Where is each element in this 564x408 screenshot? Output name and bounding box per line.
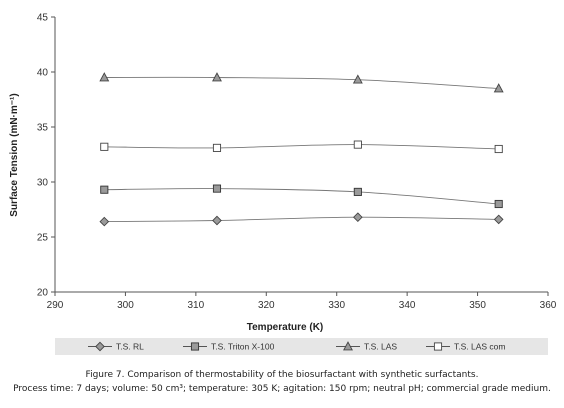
data-point-square-open bbox=[494, 144, 503, 154]
data-point-diamond bbox=[212, 215, 222, 226]
x-tick-label: 350 bbox=[469, 300, 486, 311]
legend-marker bbox=[433, 342, 443, 351]
x-tick-label: 310 bbox=[188, 300, 205, 311]
data-point-square-filled bbox=[353, 187, 362, 196]
x-tick-label: 290 bbox=[47, 300, 64, 311]
chart-axes bbox=[51, 16, 549, 296]
data-point-square-filled bbox=[494, 199, 503, 209]
data-point-triangle bbox=[493, 83, 504, 93]
legend-marker bbox=[95, 341, 105, 352]
y-tick-label: 35 bbox=[37, 123, 49, 134]
data-point-square-open bbox=[353, 140, 362, 149]
legend-marker bbox=[190, 342, 200, 351]
legend: T.S. RL T.S. Triton X-100 T.S. LAS T.S. LAS… bbox=[55, 338, 548, 355]
y-tick-label: 25 bbox=[37, 233, 49, 244]
y-tick-label: 30 bbox=[37, 178, 49, 189]
data-point-triangle bbox=[212, 72, 222, 82]
data-point-diamond bbox=[493, 214, 504, 225]
legend-label: T.S. LAS com bbox=[454, 342, 506, 352]
x-tick-label: 340 bbox=[399, 300, 416, 311]
y-tick-labels: 20 25 30 35 40 45 bbox=[37, 13, 49, 299]
y-tick-label: 45 bbox=[37, 13, 49, 24]
legend-label: T.S. Triton X-100 bbox=[211, 342, 275, 352]
series-lines bbox=[99, 72, 504, 227]
data-point-square-open bbox=[212, 143, 222, 152]
x-tick-label: 320 bbox=[258, 300, 275, 311]
series-line-square-filled bbox=[104, 188, 499, 205]
x-tick-labels: 290 300 310 320 330 340 350 360 bbox=[47, 300, 557, 311]
x-tick-label: 330 bbox=[328, 300, 345, 311]
x-tick-label: 360 bbox=[540, 300, 557, 311]
legend-label: T.S. LAS bbox=[364, 342, 397, 352]
legend-label: T.S. RL bbox=[116, 342, 144, 352]
data-point-square-filled bbox=[212, 184, 222, 193]
data-point-square-filled bbox=[100, 185, 109, 194]
data-point-triangle bbox=[99, 72, 110, 82]
data-point-diamond bbox=[99, 216, 110, 227]
series-line-triangle bbox=[104, 76, 499, 89]
data-point-square-open bbox=[100, 142, 109, 151]
figure-caption: Figure 7. Comparison of thermostability … bbox=[85, 370, 479, 380]
x-tick-label: 300 bbox=[117, 300, 134, 311]
series-line-diamond bbox=[104, 216, 499, 223]
data-point-diamond bbox=[353, 212, 363, 223]
figure-caption-details: Process time: 7 days; volume: 50 cm³; te… bbox=[13, 384, 551, 394]
x-axis-title: Temperature (K) bbox=[247, 322, 324, 333]
y-tick-label: 20 bbox=[37, 288, 49, 299]
y-tick-label: 40 bbox=[37, 68, 49, 79]
series-line-square-open bbox=[104, 144, 499, 150]
legend-marker bbox=[343, 341, 353, 351]
legend-background bbox=[55, 338, 548, 355]
y-axis-title: Surface Tension (mN·m⁻¹) bbox=[9, 93, 20, 216]
data-point-triangle bbox=[352, 74, 363, 84]
